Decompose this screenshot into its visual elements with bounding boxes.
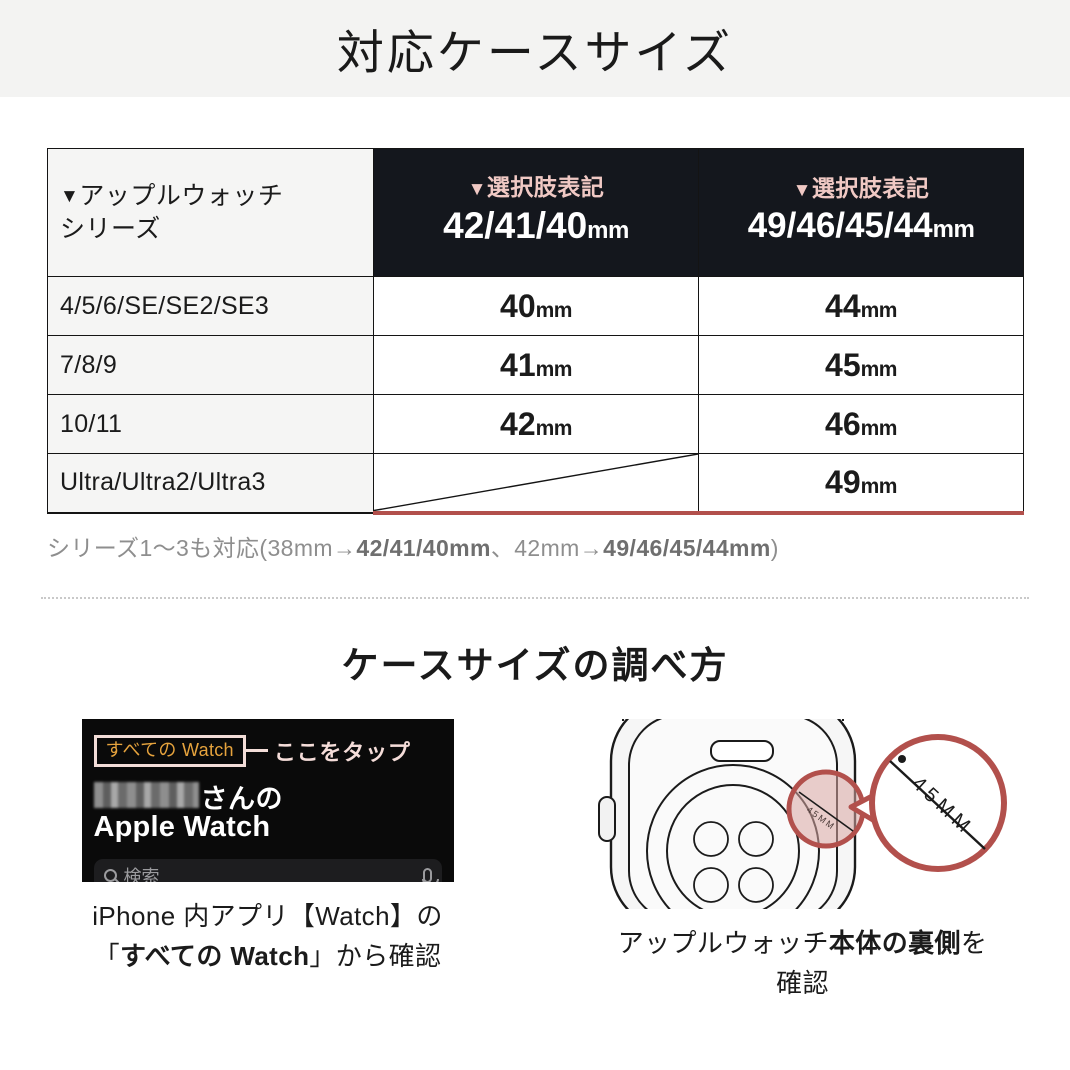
row-series-label: 4/5/6/SE/SE2/SE3 xyxy=(47,276,374,336)
value-number: 46 xyxy=(825,405,861,442)
value-unit: mm xyxy=(535,298,573,322)
row-large-value: 49mm xyxy=(698,453,1024,515)
all-watch-callout-row: すべての Watch ここをタップ xyxy=(93,734,411,767)
page-title: 対応ケースサイズ xyxy=(336,26,734,79)
triangle-icon: ▼ xyxy=(792,180,812,202)
value-unit: mm xyxy=(860,357,898,381)
callout-connector-line xyxy=(245,749,268,753)
value-number: 42 xyxy=(500,405,536,442)
value-number: 44 xyxy=(825,287,861,324)
owner-name-row: さんの xyxy=(93,777,284,816)
caption-quote-open: 「 xyxy=(93,940,120,971)
value-number: 41 xyxy=(500,346,536,383)
option-header-small-sub-label: 選択肢表記 xyxy=(486,174,605,201)
apple-watch-back-illustration: 45MM 45MM xyxy=(597,718,1007,909)
table-footnote: シリーズ1〜3も対応(38mm→42/41/40mm、42mm→49/46/45… xyxy=(47,529,1037,563)
device-title: Apple Watch xyxy=(93,810,271,843)
blurred-owner-name xyxy=(93,781,199,808)
row-large-value: 44mm xyxy=(698,276,1024,336)
howto-title: ケースサイズの調べ方 xyxy=(341,644,729,686)
howto-columns: すべての Watch ここをタップ さんの Apple Watch 検索 iPh… xyxy=(0,718,1070,1004)
caption-bold: 本体の裏側 xyxy=(828,927,961,958)
all-watch-button[interactable]: すべての Watch xyxy=(93,734,246,767)
footnote-middle: 、42mm→ xyxy=(490,534,604,561)
howto-left-caption: iPhone 内アプリ【Watch】の 「すべての Watch」から確認 xyxy=(92,896,443,977)
howto-right-caption: アップルウォッチ本体の裏側を 確認 xyxy=(618,923,988,1004)
search-field[interactable]: 検索 xyxy=(93,858,442,882)
option-header-small-sub: ▼選択肢表記 xyxy=(378,174,694,202)
caption-line-1: iPhone 内アプリ【Watch】の xyxy=(92,900,443,931)
search-placeholder: 検索 xyxy=(123,866,160,882)
howto-column-left: すべての Watch ここをタップ さんの Apple Watch 検索 iPh… xyxy=(0,718,535,1004)
option-header-small-value: 42/41/40mm xyxy=(378,205,694,247)
value-unit: mm xyxy=(860,416,898,440)
value-number: 40 xyxy=(500,287,536,324)
owner-name-suffix: さんの xyxy=(200,783,283,814)
option-header-large: ▼選択肢表記 49/46/45/44mm xyxy=(698,148,1024,277)
triangle-icon: ▼ xyxy=(60,186,80,207)
option-header-large-value: 49/46/45/44mm xyxy=(703,206,1019,246)
compatibility-table: ▼アップルウォッチ シリーズ ▼選択肢表記 42/41/40mm ▼選択肢表記 4… xyxy=(47,148,1024,515)
footnote-suffix: ) xyxy=(770,534,779,561)
value-number: 45 xyxy=(825,346,861,383)
series-column-header-label: アップルウォッチ シリーズ xyxy=(60,182,284,243)
row-series-label: 10/11 xyxy=(47,394,374,454)
row-large-value: 45mm xyxy=(698,335,1024,395)
option-header-large-sub: ▼選択肢表記 xyxy=(703,175,1019,203)
row-series-label: 7/8/9 xyxy=(47,335,374,395)
iphone-watch-app-screenshot: すべての Watch ここをタップ さんの Apple Watch 検索 xyxy=(81,718,454,882)
option-small-unit: mm xyxy=(587,216,629,244)
option-header-large-sub-label: 選択肢表記 xyxy=(811,175,930,202)
row-small-unavailable xyxy=(373,453,699,515)
option-header-small: ▼選択肢表記 42/41/40mm xyxy=(373,148,699,277)
option-large-number: 49/46/45/44 xyxy=(747,205,933,245)
caption-bold: すべての Watch xyxy=(119,940,310,971)
value-number: 49 xyxy=(825,463,861,500)
value-unit: mm xyxy=(860,298,898,322)
table-row: 10/11 42mm 46mm xyxy=(47,394,1024,454)
search-icon xyxy=(103,869,117,882)
diagonal-strike-icon xyxy=(374,454,698,511)
table-row: 7/8/9 41mm 45mm xyxy=(47,335,1024,395)
caption-suffix: を xyxy=(960,927,988,958)
section-divider xyxy=(41,596,1029,599)
footnote-prefix: シリーズ1〜3も対応(38mm→ xyxy=(47,534,357,561)
compatibility-table-wrapper: ▼アップルウォッチ シリーズ ▼選択肢表記 42/41/40mm ▼選択肢表記 4… xyxy=(47,148,1024,515)
howto-column-right: 45MM 45MM アップルウォッチ本体の裏側を 確認 xyxy=(535,718,1070,1004)
triangle-icon: ▼ xyxy=(467,179,487,201)
caption-line-2: 確認 xyxy=(776,967,829,998)
value-unit: mm xyxy=(860,474,898,498)
option-large-unit: mm xyxy=(932,215,975,243)
row-small-value: 41mm xyxy=(373,335,699,395)
value-unit: mm xyxy=(535,416,573,440)
tap-here-label: ここをタップ xyxy=(273,739,411,765)
row-series-label: Ultra/Ultra2/Ultra3 xyxy=(47,453,374,514)
table-row: 4/5/6/SE/SE2/SE3 40mm 44mm xyxy=(47,276,1024,336)
value-unit: mm xyxy=(535,357,573,381)
caption-line-2-close: 」から確認 xyxy=(309,940,442,971)
footnote-bold-small: 42/41/40mm xyxy=(356,534,491,561)
row-large-value: 46mm xyxy=(698,394,1024,454)
footnote-bold-large: 49/46/45/44mm xyxy=(603,534,771,561)
row-small-value: 42mm xyxy=(373,394,699,454)
table-row: Ultra/Ultra2/Ultra3 49mm xyxy=(47,453,1024,515)
caption-prefix: アップルウォッチ xyxy=(617,927,829,958)
page-title-band: 対応ケースサイズ xyxy=(0,0,1070,97)
table-header-row: ▼アップルウォッチ シリーズ ▼選択肢表記 42/41/40mm ▼選択肢表記 4… xyxy=(47,148,1024,277)
row-small-value: 40mm xyxy=(373,276,699,336)
option-small-number: 42/41/40 xyxy=(443,204,588,246)
series-column-header: ▼アップルウォッチ シリーズ xyxy=(47,148,374,277)
microphone-icon[interactable] xyxy=(421,868,439,882)
